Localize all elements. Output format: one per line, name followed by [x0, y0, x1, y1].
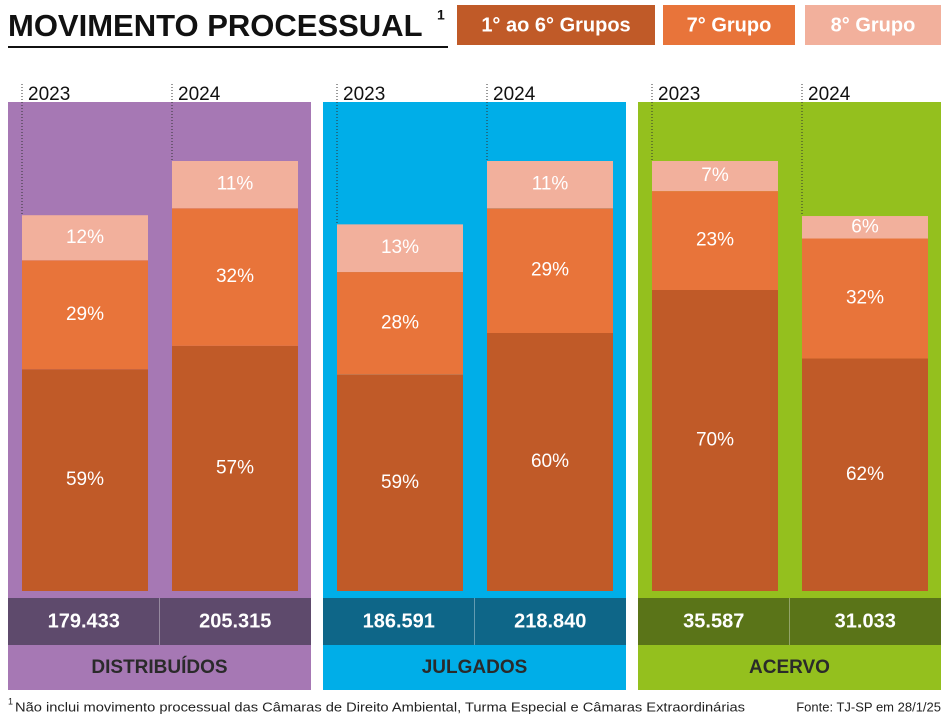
- total-label: 35.587: [683, 610, 744, 632]
- segment-label: 23%: [696, 230, 734, 251]
- panel-label: JULGADOS: [422, 657, 528, 678]
- segment-label: 32%: [846, 288, 884, 309]
- total-label: 218.840: [514, 610, 586, 632]
- total-band: [8, 598, 311, 645]
- bar-segment: [337, 374, 463, 591]
- footnote-mark: 1: [8, 696, 13, 706]
- bar-segment: [487, 161, 613, 209]
- segment-label: 60%: [531, 451, 569, 472]
- segment-label: 12%: [66, 227, 104, 248]
- year-label: 2023: [28, 84, 70, 105]
- segment-label: 59%: [381, 472, 419, 493]
- bar-segment: [172, 161, 298, 209]
- legend-swatch: [805, 5, 941, 45]
- segment-label: 70%: [696, 430, 734, 451]
- footnote: Não inclui movimento processual das Câma…: [15, 699, 746, 714]
- legend-swatch: [457, 5, 655, 45]
- total-band: [638, 598, 941, 645]
- segment-label: 13%: [381, 237, 419, 258]
- segment-label: 62%: [846, 464, 884, 485]
- segment-label: 32%: [216, 266, 254, 287]
- segment-label: 29%: [66, 304, 104, 325]
- bar-segment: [172, 208, 298, 346]
- total-label: 179.433: [48, 610, 120, 632]
- total-band: [323, 598, 626, 645]
- bar-segment: [22, 369, 148, 591]
- segment-label: 29%: [531, 260, 569, 281]
- bar-segment: [802, 216, 928, 239]
- segment-label: 11%: [217, 174, 254, 195]
- bar-segment: [172, 345, 298, 591]
- bar-segment: [652, 191, 778, 290]
- bar-segment: [802, 238, 928, 359]
- legend-swatch: [663, 5, 795, 45]
- segment-label: 11%: [532, 174, 569, 195]
- panel-label: ACERVO: [749, 657, 830, 678]
- bar-segment: [487, 333, 613, 591]
- total-label: 205.315: [199, 610, 271, 632]
- legend-label: 8° Grupo: [831, 14, 916, 36]
- bar-segment: [652, 161, 778, 192]
- legend-label: 7° Grupo: [687, 14, 772, 36]
- year-label: 2023: [658, 84, 700, 105]
- chart-title: MOVIMENTO PROCESSUAL: [8, 8, 423, 43]
- title-note: 1: [437, 7, 445, 23]
- segment-label: 28%: [381, 312, 419, 333]
- segment-label: 6%: [851, 216, 879, 237]
- source: Fonte: TJ-SP em 28/1/25: [796, 699, 941, 714]
- panel-label: DISTRIBUÍDOS: [91, 656, 227, 678]
- bar-segment: [652, 290, 778, 591]
- bar-segment: [802, 358, 928, 591]
- segment-label: 57%: [216, 457, 254, 478]
- segment-label: 59%: [66, 469, 104, 490]
- segment-label: 7%: [701, 165, 729, 186]
- bar-segment: [337, 272, 463, 375]
- year-label: 2024: [178, 84, 221, 105]
- year-label: 2023: [343, 84, 385, 105]
- bar-segment: [487, 208, 613, 333]
- bar-segment: [22, 215, 148, 261]
- total-label: 31.033: [835, 610, 896, 632]
- year-label: 2024: [808, 84, 851, 105]
- total-label: 186.591: [363, 610, 435, 632]
- bar-segment: [337, 224, 463, 273]
- bar-segment: [22, 260, 148, 370]
- year-label: 2024: [493, 84, 536, 105]
- legend-label: 1° ao 6° Grupos: [481, 14, 630, 36]
